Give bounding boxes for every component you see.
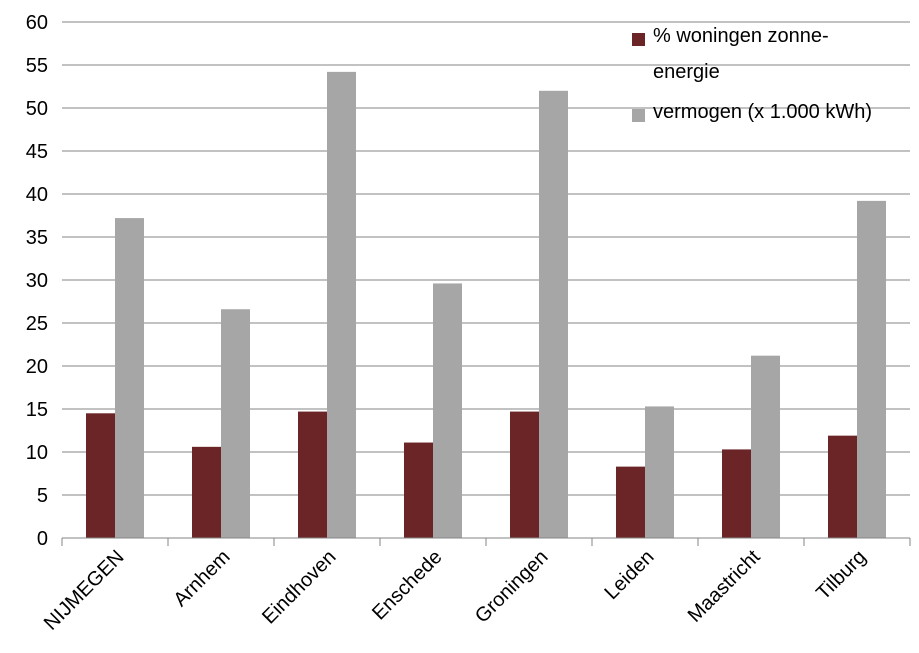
- y-tick-label: 5: [37, 485, 48, 507]
- bar-vermogen-arnhem: [221, 309, 250, 538]
- bar-vermogen-maastricht: [751, 355, 780, 538]
- bar-woningen-enschede: [404, 442, 433, 538]
- x-tick-label: Enschede: [368, 546, 446, 624]
- legend-item: % woningen zonne-energie: [632, 25, 829, 83]
- y-tick-label: 15: [26, 399, 48, 421]
- legend-item: vermogen (x 1.000 kWh): [632, 101, 872, 123]
- y-tick-label: 0: [37, 528, 48, 550]
- y-tick-label: 45: [26, 141, 48, 163]
- bar-woningen-maastricht: [722, 449, 751, 538]
- bars: [86, 71, 886, 539]
- y-tick-label: 20: [26, 356, 48, 378]
- y-tick-label: 30: [26, 270, 48, 292]
- bar-woningen-eindhoven: [298, 411, 327, 538]
- bar-vermogen-enschede: [433, 283, 462, 538]
- bar-woningen-tilburg: [828, 435, 857, 538]
- bar-vermogen-tilburg: [857, 200, 886, 538]
- y-tick-label: 60: [26, 12, 48, 34]
- bar-woningen-leiden: [616, 466, 645, 538]
- bar-vermogen-nijmegen: [115, 218, 144, 538]
- y-tick-label: 25: [26, 313, 48, 335]
- legend-swatch: [632, 109, 645, 122]
- legend-label: energie: [653, 61, 720, 83]
- x-axis: [61, 537, 911, 546]
- y-tick-label: 10: [26, 442, 48, 464]
- legend: % woningen zonne-energie vermogen (x 1.00…: [632, 25, 872, 123]
- legend-label: % woningen zonne-: [653, 25, 829, 47]
- x-tick-label: Maastricht: [684, 546, 765, 627]
- y-tick-label: 55: [26, 55, 48, 77]
- x-tick-label: Tilburg: [812, 546, 870, 604]
- gridlines: [62, 21, 910, 539]
- x-tick-label: NIJMEGEN: [40, 546, 129, 635]
- bar-vermogen-groningen: [539, 90, 568, 539]
- legend-label: vermogen (x 1.000 kWh): [653, 101, 872, 123]
- x-tick-label: Leiden: [601, 546, 659, 604]
- y-tick-label: 40: [26, 184, 48, 206]
- bar-vermogen-leiden: [645, 406, 674, 538]
- y-axis-ticks: 0 5 10 15 20 25 30 35 40 45 50 55 60: [26, 12, 48, 550]
- bar-woningen-nijmegen: [86, 413, 115, 538]
- legend-swatch: [632, 33, 645, 46]
- x-tick-label: Eindhoven: [258, 546, 340, 628]
- x-tick-label: Groningen: [471, 546, 553, 628]
- x-tick-label: Arnhem: [169, 546, 234, 611]
- y-tick-label: 50: [26, 98, 48, 120]
- x-axis-ticks: NIJMEGEN Arnhem Eindhoven Enschede Groningen…: [40, 546, 871, 635]
- bar-vermogen-eindhoven: [327, 71, 356, 538]
- bar-woningen-groningen: [510, 411, 539, 538]
- y-tick-label: 35: [26, 227, 48, 249]
- bar-woningen-arnhem: [192, 446, 221, 538]
